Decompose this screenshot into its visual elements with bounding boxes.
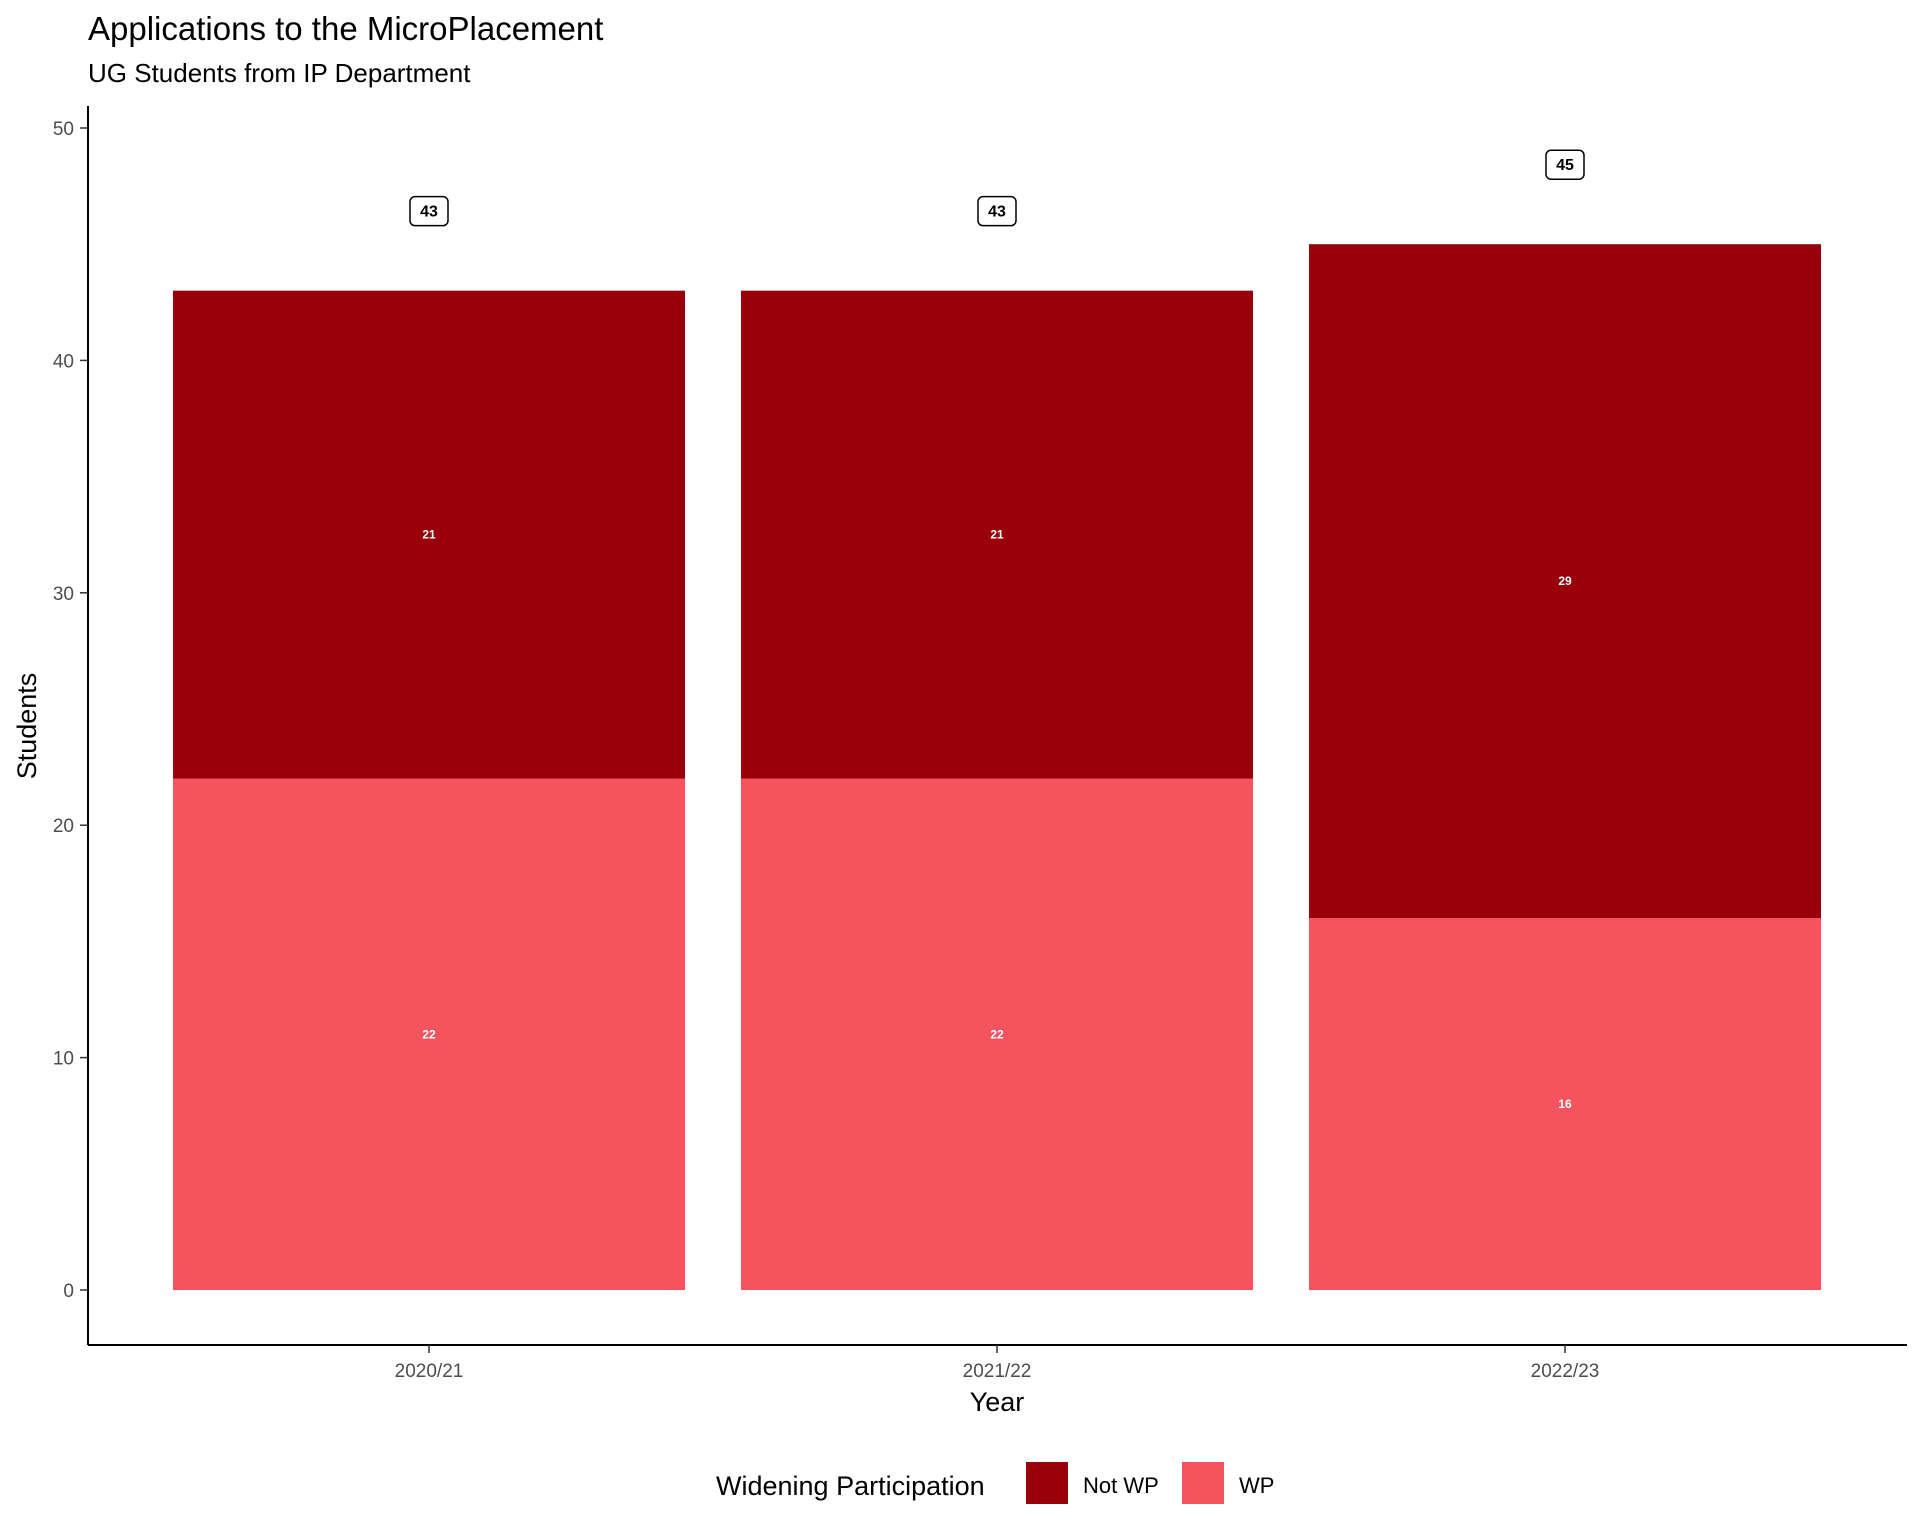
y-tick-label-40: 40: [53, 351, 74, 372]
legend: Widening Participation Not WP WP: [716, 1462, 1274, 1504]
y-tick-label-50: 50: [53, 119, 74, 140]
total-label-2: 43: [988, 204, 1006, 221]
data-label-wp-2: 22: [990, 1027, 1004, 1041]
data-label-wp-3: 16: [1558, 1097, 1572, 1111]
bar-wp-1: [173, 778, 685, 1290]
y-axis-title: Students: [12, 673, 42, 780]
legend-label-not-wp: Not WP: [1083, 1473, 1159, 1498]
x-tick-label-2: 2021/22: [963, 1361, 1032, 1382]
total-label-box-3: [1545, 149, 1585, 180]
y-tick-label-30: 30: [53, 584, 74, 605]
bar-not-wp-3: [1309, 244, 1821, 919]
x-axis-title: Year: [970, 1387, 1025, 1417]
y-tick-label-20: 20: [53, 816, 74, 837]
legend-key-not-wp: [1026, 1462, 1068, 1504]
total-label-3: 45: [1556, 157, 1574, 174]
data-label-wp-1: 22: [422, 1027, 436, 1041]
legend-key-wp: [1182, 1462, 1224, 1504]
total-label-1: 43: [420, 204, 438, 221]
data-label-not-wp-3: 29: [1558, 574, 1572, 588]
data-label-not-wp-2: 21: [990, 528, 1004, 542]
data-label-not-wp-1: 21: [422, 528, 436, 542]
y-tick-label-10: 10: [53, 1049, 74, 1070]
y-tick-label-0: 0: [63, 1281, 74, 1302]
bar-wp-2: [741, 778, 1253, 1290]
bar-not-wp-1: [173, 290, 685, 779]
plot-area: 22 21 43 22 21 43 16 29 45: [173, 149, 1821, 1290]
x-axis-ticks: 2020/21 2021/22 2022/23: [395, 1345, 1600, 1382]
y-axis-ticks: 0 10 20 30 40 50: [53, 119, 88, 1302]
legend-title: Widening Participation: [716, 1471, 985, 1501]
chart-title: Applications to the MicroPlacement: [88, 10, 603, 47]
legend-label-wp: WP: [1239, 1473, 1274, 1498]
bar-not-wp-2: [741, 290, 1253, 779]
chart-subtitle: UG Students from IP Department: [88, 58, 471, 88]
total-label-box-1: [409, 195, 449, 227]
bar-wp-3: [1309, 918, 1821, 1290]
x-tick-label-1: 2020/21: [395, 1361, 464, 1382]
x-tick-label-3: 2022/23: [1531, 1361, 1600, 1382]
total-label-box-2: [977, 195, 1017, 227]
